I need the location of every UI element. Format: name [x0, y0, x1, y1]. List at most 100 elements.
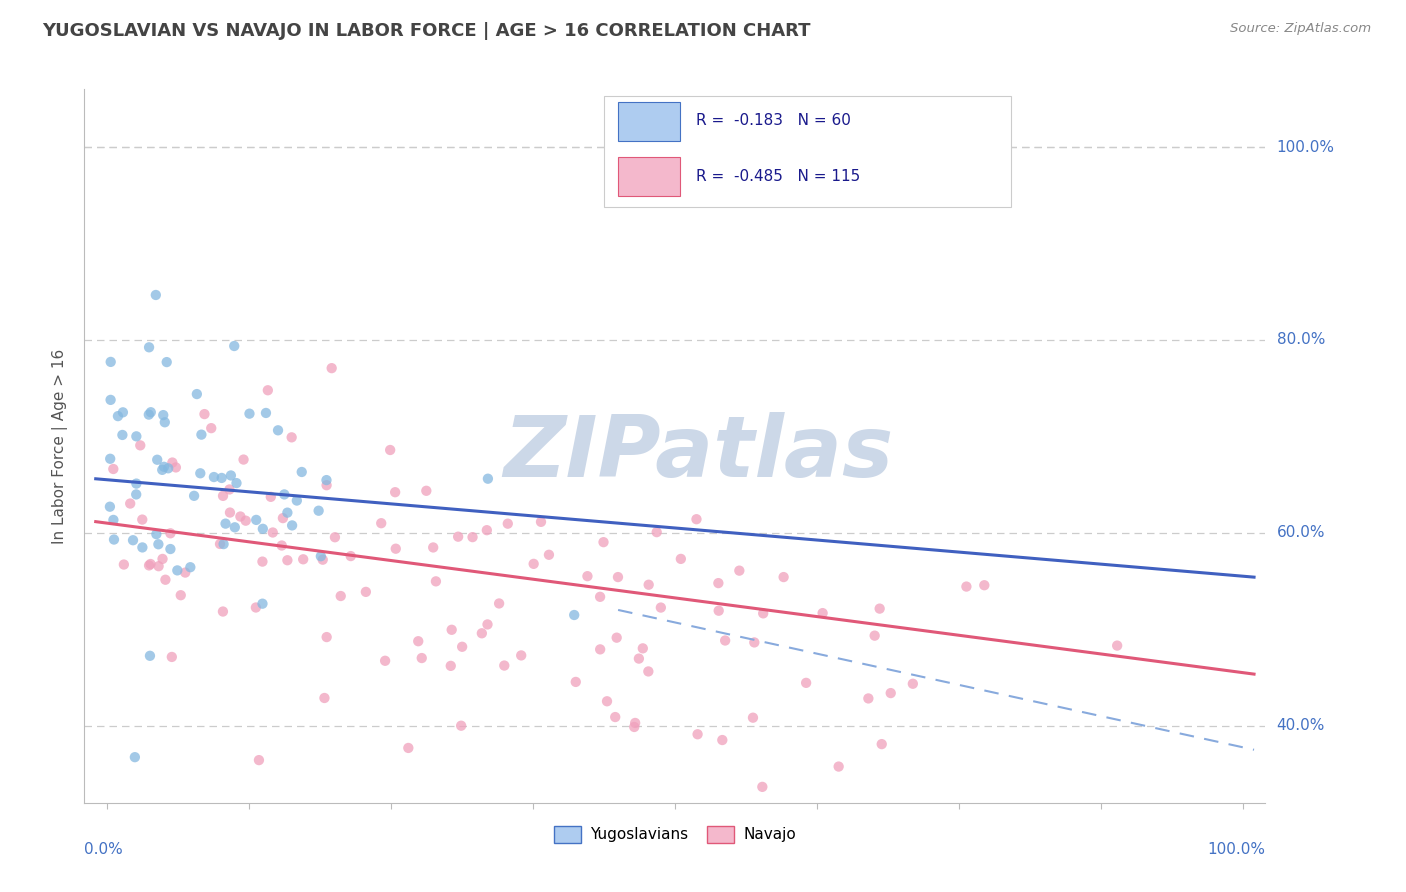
Point: [224, 520, 246, 534]
Point: [973, 578, 995, 592]
Point: [329, 589, 352, 603]
Point: [219, 468, 242, 483]
Point: [624, 715, 647, 730]
Point: [254, 406, 277, 420]
Point: [150, 463, 173, 477]
Point: [406, 634, 429, 648]
Point: [440, 623, 463, 637]
Text: YUGOSLAVIAN VS NAVAJO IN LABOR FORCE | AGE > 16 CORRELATION CHART: YUGOSLAVIAN VS NAVAJO IN LABOR FORCE | A…: [42, 22, 811, 40]
Point: [323, 530, 346, 544]
Point: [637, 665, 659, 679]
Point: [596, 694, 619, 708]
Point: [153, 459, 176, 474]
Point: [291, 465, 314, 479]
Point: [111, 428, 134, 442]
Point: [281, 518, 304, 533]
Point: [623, 720, 645, 734]
Point: [314, 691, 336, 706]
Point: [131, 512, 153, 526]
Point: [159, 526, 181, 541]
Point: [174, 566, 197, 580]
Point: [315, 478, 337, 492]
Point: [496, 516, 519, 531]
Point: [131, 541, 153, 555]
Point: [477, 472, 499, 486]
Point: [685, 512, 707, 526]
Point: [98, 500, 121, 514]
Point: [103, 513, 125, 527]
Point: [145, 527, 167, 541]
Point: [238, 407, 260, 421]
Point: [650, 600, 672, 615]
Point: [145, 288, 167, 302]
Point: [112, 558, 135, 572]
Point: [955, 580, 977, 594]
Point: [477, 617, 499, 632]
Point: [219, 506, 242, 520]
Point: [111, 405, 134, 419]
Point: [880, 686, 903, 700]
Point: [475, 523, 498, 537]
Point: [280, 430, 302, 444]
Point: [339, 549, 361, 563]
Point: [170, 588, 193, 602]
Point: [157, 461, 180, 475]
Text: 80.0%: 80.0%: [1277, 333, 1324, 347]
Point: [669, 552, 692, 566]
Point: [384, 485, 406, 500]
Point: [139, 405, 162, 419]
Point: [245, 513, 267, 527]
Point: [308, 504, 330, 518]
Point: [256, 384, 278, 398]
Point: [193, 407, 215, 421]
Point: [576, 569, 599, 583]
Point: [510, 648, 533, 663]
Point: [312, 552, 335, 566]
Y-axis label: In Labor Force | Age > 16: In Labor Force | Age > 16: [52, 349, 69, 543]
Text: R =  -0.183   N = 60: R = -0.183 N = 60: [696, 113, 851, 128]
Point: [631, 641, 654, 656]
Point: [378, 442, 401, 457]
Point: [742, 711, 765, 725]
Point: [103, 533, 125, 547]
Point: [252, 555, 274, 569]
Point: [186, 387, 208, 401]
Point: [124, 750, 146, 764]
Point: [605, 710, 627, 724]
Point: [120, 497, 142, 511]
Point: [190, 427, 212, 442]
Point: [411, 651, 433, 665]
Point: [125, 476, 148, 491]
Point: [125, 487, 148, 501]
Text: 40.0%: 40.0%: [1277, 718, 1324, 733]
Point: [488, 597, 510, 611]
Point: [155, 573, 177, 587]
Point: [714, 633, 737, 648]
Point: [165, 460, 187, 475]
Point: [530, 515, 553, 529]
Text: 0.0%: 0.0%: [84, 842, 124, 856]
Point: [637, 578, 659, 592]
Point: [225, 476, 247, 491]
Point: [565, 674, 588, 689]
Point: [728, 564, 751, 578]
Point: [107, 409, 129, 424]
Point: [212, 537, 235, 551]
Point: [100, 392, 122, 407]
Point: [100, 355, 122, 369]
Point: [370, 516, 392, 531]
Point: [212, 489, 235, 503]
Text: ZIPatlas: ZIPatlas: [503, 411, 894, 495]
Point: [159, 542, 181, 557]
Point: [811, 606, 834, 620]
Text: Source: ZipAtlas.com: Source: ZipAtlas.com: [1230, 22, 1371, 36]
Point: [869, 601, 891, 615]
Point: [200, 421, 222, 435]
Point: [592, 535, 614, 549]
Point: [707, 604, 730, 618]
Point: [537, 548, 560, 562]
Point: [772, 570, 794, 584]
Point: [166, 563, 188, 577]
Point: [179, 560, 201, 574]
Point: [162, 456, 184, 470]
